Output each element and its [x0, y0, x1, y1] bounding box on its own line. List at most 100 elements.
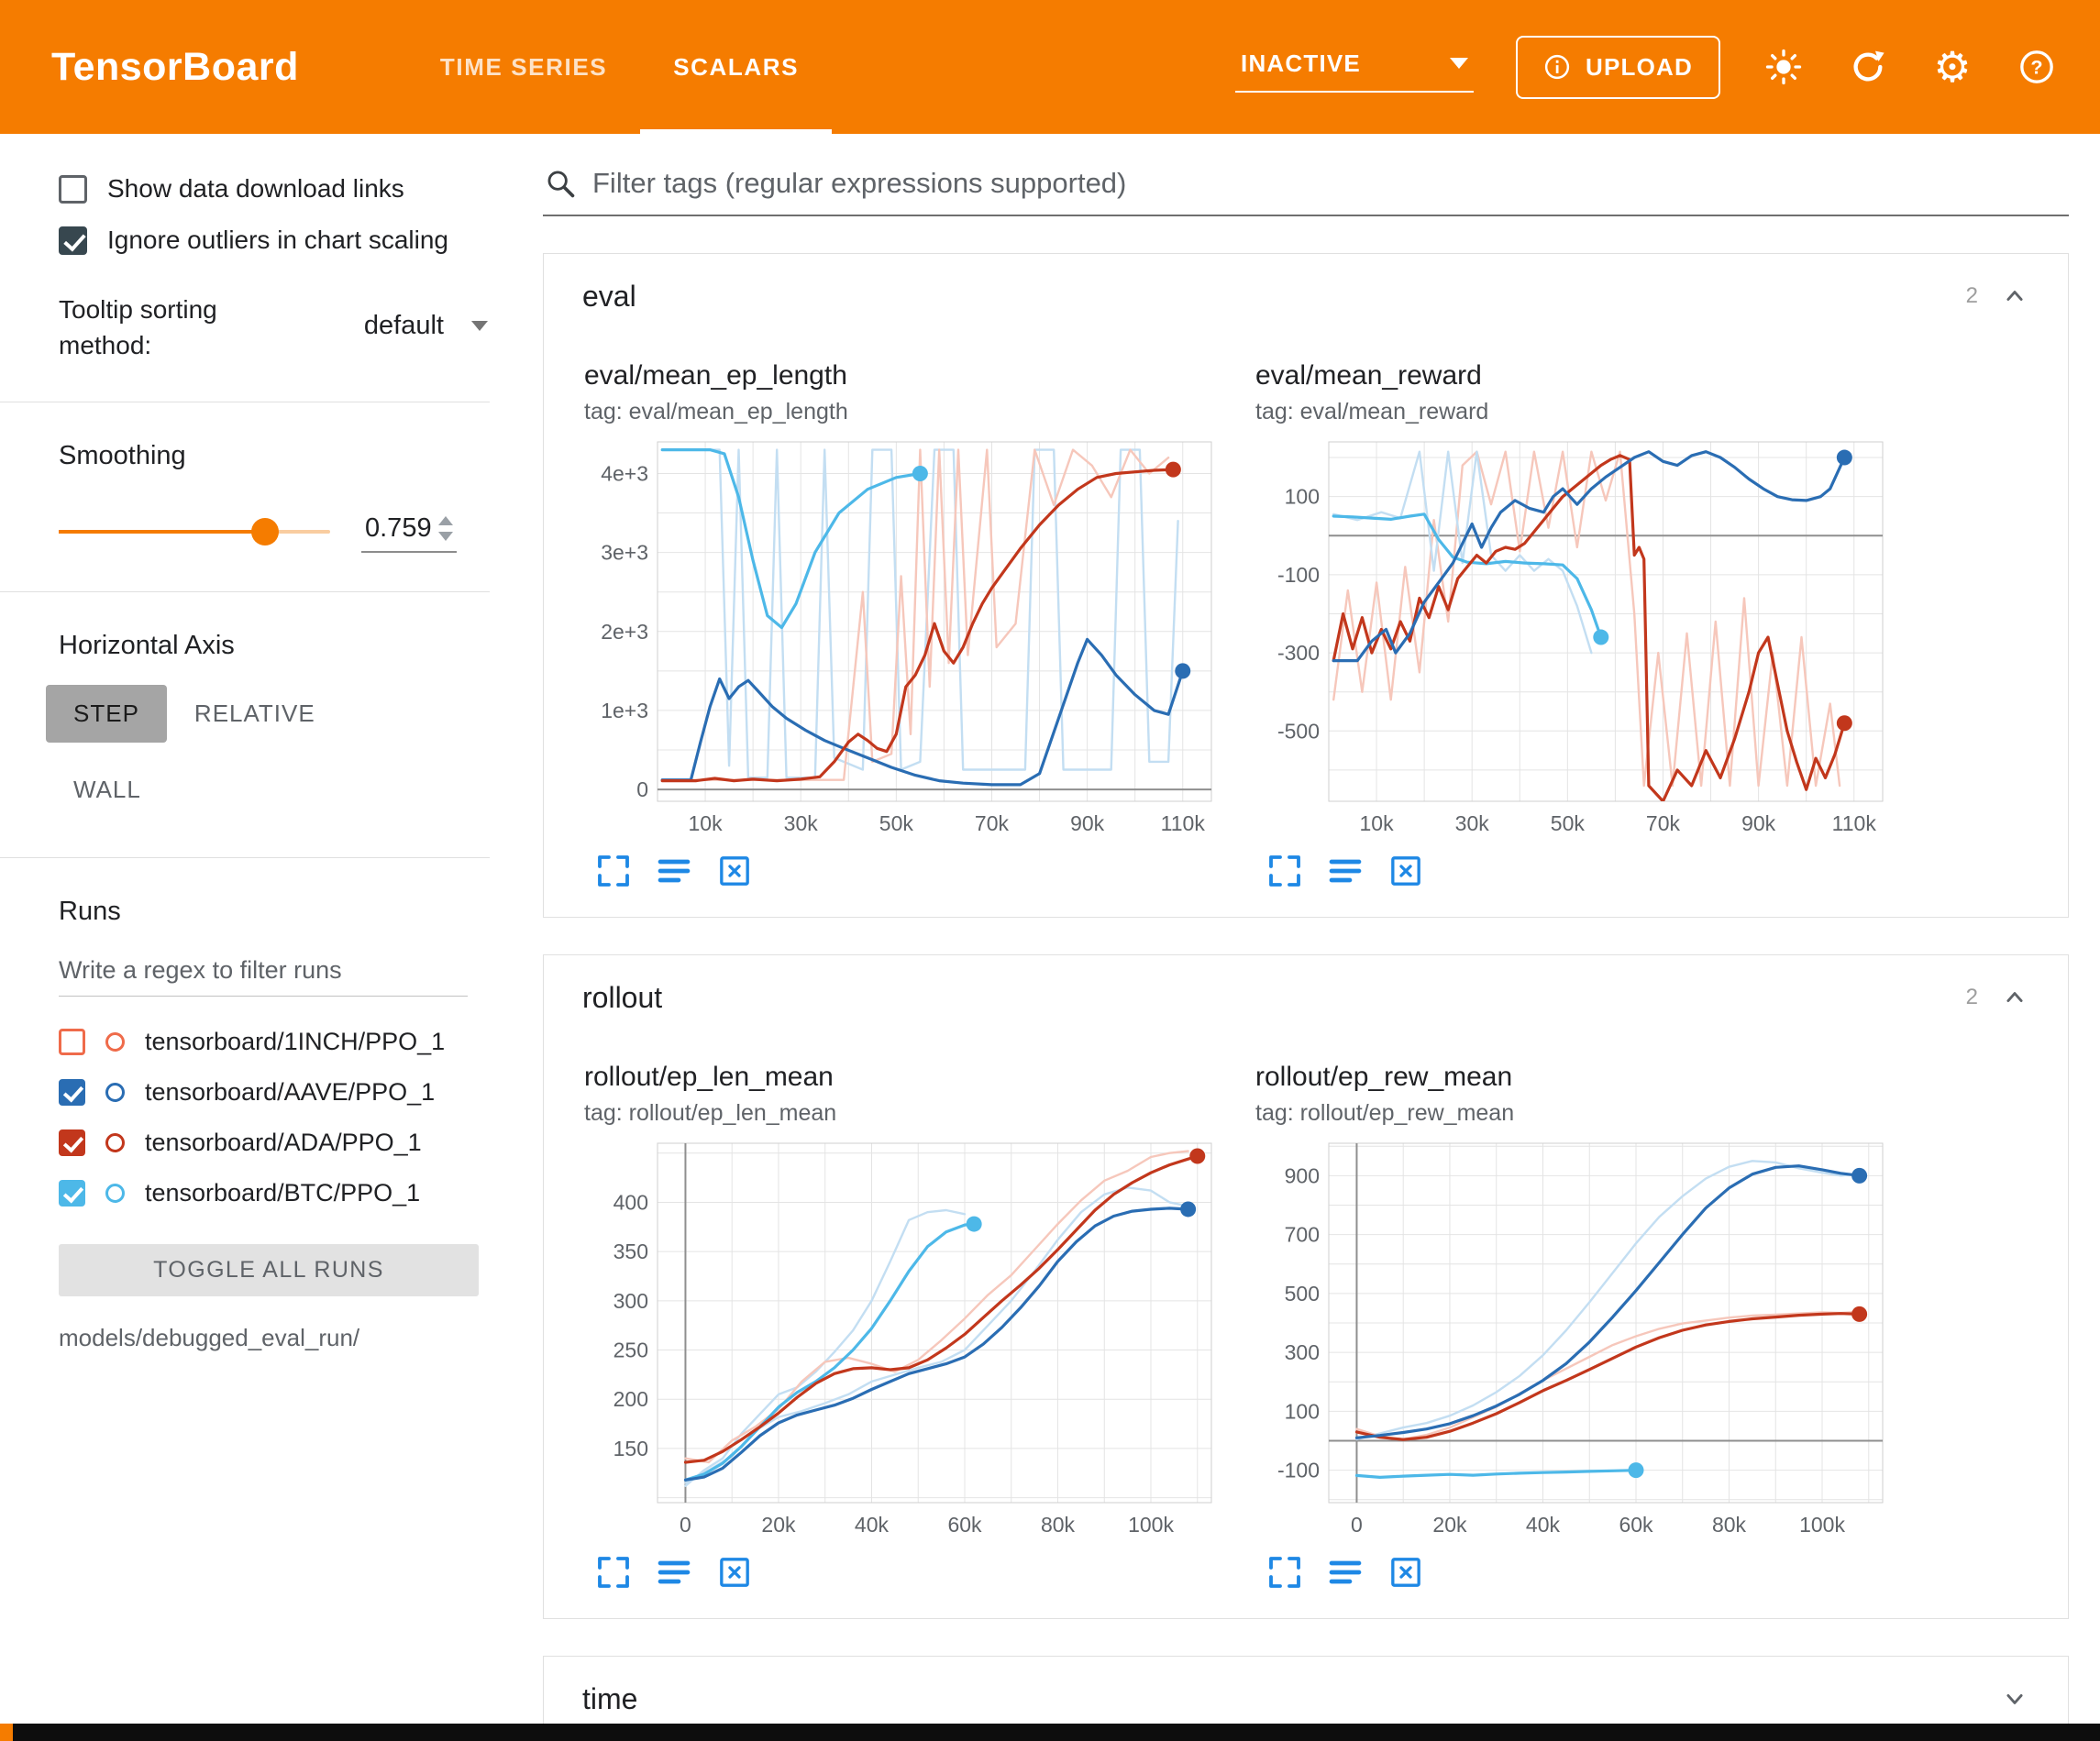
- status-dropdown[interactable]: INACTIVE: [1235, 42, 1475, 93]
- horizontal-axis-label: Horizontal Axis: [59, 631, 235, 661]
- settings-gear-icon[interactable]: ⚙: [1933, 43, 1972, 91]
- data-table-icon[interactable]: [1327, 1554, 1364, 1591]
- filter-tags-row: [543, 161, 2069, 216]
- refresh-icon[interactable]: [1847, 46, 1889, 88]
- chart-actions: [1255, 853, 1908, 889]
- runs-footer-path: models/debugged_eval_run/: [59, 1324, 360, 1352]
- run-checkbox[interactable]: [59, 1129, 85, 1157]
- chart-panel: eval/mean_ep_length tag: eval/mean_ep_le…: [584, 360, 1237, 889]
- run-item[interactable]: tensorboard/1INCH/PPO_1: [59, 1028, 510, 1056]
- data-table-icon[interactable]: [1327, 853, 1364, 889]
- show-download-links-checkbox[interactable]: [59, 174, 87, 204]
- chart-title: rollout/ep_rew_mean: [1255, 1062, 1513, 1092]
- run-checkbox[interactable]: [59, 1180, 85, 1207]
- run-label: tensorboard/ADA/PPO_1: [145, 1129, 422, 1157]
- axis-wall-button[interactable]: WALL: [73, 776, 141, 804]
- svg-text:40k: 40k: [1526, 1513, 1561, 1537]
- run-color-circle: [105, 1133, 125, 1153]
- chevron-down-icon: [471, 320, 488, 331]
- help-icon[interactable]: ?: [2016, 46, 2058, 88]
- run-item[interactable]: tensorboard/ADA/PPO_1: [59, 1129, 510, 1157]
- section-title: eval: [582, 279, 636, 313]
- info-icon: [1543, 53, 1571, 81]
- svg-text:100: 100: [1285, 485, 1320, 509]
- data-table-icon[interactable]: [656, 853, 692, 889]
- run-item[interactable]: tensorboard/BTC/PPO_1: [59, 1179, 510, 1207]
- brightness-icon[interactable]: [1763, 46, 1805, 88]
- section-header-time[interactable]: time: [544, 1657, 2068, 1724]
- tab-time-series[interactable]: TIME SERIES: [439, 52, 608, 81]
- svg-text:300: 300: [1285, 1340, 1320, 1364]
- smoothing-value-box[interactable]: 0.759: [361, 510, 457, 554]
- svg-text:70k: 70k: [1646, 811, 1681, 835]
- app-header: TensorBoard TIME SERIES SCALARS INACTIVE…: [0, 0, 2100, 134]
- chevron-up-icon[interactable]: [2000, 983, 2029, 1012]
- data-table-icon[interactable]: [656, 1554, 692, 1591]
- run-checkbox[interactable]: [59, 1029, 85, 1056]
- svg-text:350: 350: [613, 1240, 648, 1263]
- run-item[interactable]: tensorboard/AAVE/PPO_1: [59, 1078, 510, 1107]
- section-card-time: time: [543, 1656, 2069, 1724]
- status-value: INACTIVE: [1241, 49, 1361, 77]
- line-chart[interactable]: 0 20k 40k 60k 80k 100k -100 100 300 500 700 900: [1255, 1132, 1897, 1545]
- svg-text:110k: 110k: [1832, 811, 1877, 835]
- fit-domain-icon[interactable]: [1387, 853, 1424, 889]
- spinner-arrows-icon[interactable]: [438, 516, 453, 542]
- svg-text:0: 0: [636, 777, 648, 801]
- line-chart[interactable]: 10k 30k 50k 70k 90k 110k 0 1e+3 2e+3 3e+3 4e+3: [584, 431, 1226, 843]
- fullscreen-icon[interactable]: [595, 853, 632, 889]
- fit-domain-icon[interactable]: [716, 1554, 753, 1591]
- svg-text:10k: 10k: [1360, 811, 1395, 835]
- svg-text:80k: 80k: [1041, 1513, 1076, 1537]
- chevron-up-icon[interactable]: [2000, 281, 2029, 311]
- section-body: rollout/ep_len_mean tag: rollout/ep_len_…: [544, 1040, 2068, 1618]
- tab-bar: TIME SERIES SCALARS: [407, 0, 832, 134]
- smoothing-slider[interactable]: [59, 517, 330, 545]
- ignore-outliers-row[interactable]: Ignore outliers in chart scaling: [59, 226, 510, 255]
- svg-text:50k: 50k: [1551, 811, 1586, 835]
- filter-tags-input[interactable]: [592, 167, 2065, 200]
- line-chart[interactable]: 0 20k 40k 60k 80k 100k 150 200 250 300 350 400: [584, 1132, 1226, 1545]
- svg-text:1e+3: 1e+3: [601, 699, 648, 722]
- axis-relative-button[interactable]: RELATIVE: [193, 700, 315, 728]
- fullscreen-icon[interactable]: [1266, 853, 1303, 889]
- fit-domain-icon[interactable]: [1387, 1554, 1424, 1591]
- ignore-outliers-checkbox[interactable]: [59, 226, 87, 255]
- svg-text:90k: 90k: [1070, 811, 1105, 835]
- fullscreen-icon[interactable]: [1266, 1554, 1303, 1591]
- section-header-rollout[interactable]: rollout 2: [544, 955, 2068, 1040]
- upload-button[interactable]: UPLOAD: [1516, 35, 1720, 99]
- svg-text:30k: 30k: [1455, 811, 1490, 835]
- svg-text:-500: -500: [1277, 719, 1320, 743]
- runs-filter-input[interactable]: [59, 951, 468, 997]
- section-header-eval[interactable]: eval 2: [544, 254, 2068, 338]
- svg-text:60k: 60k: [947, 1513, 982, 1537]
- section-card-eval: eval 2 eval/mean_ep_length tag: eval/mea…: [543, 253, 2069, 918]
- tab-scalars[interactable]: SCALARS: [640, 0, 832, 134]
- svg-text:400: 400: [613, 1190, 648, 1214]
- chart-title: eval/mean_reward: [1255, 360, 1482, 391]
- toggle-all-runs-button[interactable]: TOGGLE ALL RUNS: [59, 1244, 479, 1297]
- svg-text:-100: -100: [1277, 563, 1320, 587]
- svg-text:50k: 50k: [879, 811, 914, 835]
- axis-step-button[interactable]: STEP: [46, 685, 167, 744]
- line-chart[interactable]: 10k 30k 50k 70k 90k 110k 100 -100 -300 -500: [1255, 431, 1897, 843]
- section-count: 2: [1965, 985, 1978, 1009]
- tooltip-sorting-select[interactable]: default: [360, 305, 492, 350]
- chevron-down-icon: [1450, 58, 1469, 69]
- fit-domain-icon[interactable]: [716, 853, 753, 889]
- fullscreen-icon[interactable]: [595, 1554, 632, 1591]
- show-download-links-row[interactable]: Show data download links: [59, 174, 510, 204]
- bottom-strip: [0, 1724, 2100, 1741]
- svg-text:20k: 20k: [1432, 1513, 1467, 1537]
- chevron-down-icon[interactable]: [2000, 1684, 2029, 1713]
- chart-panel: rollout/ep_rew_mean tag: rollout/ep_rew_…: [1255, 1062, 1908, 1591]
- chart-tag: tag: rollout/ep_len_mean: [584, 1100, 837, 1126]
- show-download-links-label: Show data download links: [107, 174, 404, 203]
- section-count: 2: [1965, 283, 1978, 308]
- svg-text:30k: 30k: [784, 811, 819, 835]
- run-checkbox[interactable]: [59, 1079, 85, 1107]
- upload-label: UPLOAD: [1586, 52, 1693, 81]
- svg-text:90k: 90k: [1741, 811, 1776, 835]
- smoothing-slider-thumb[interactable]: [250, 517, 279, 545]
